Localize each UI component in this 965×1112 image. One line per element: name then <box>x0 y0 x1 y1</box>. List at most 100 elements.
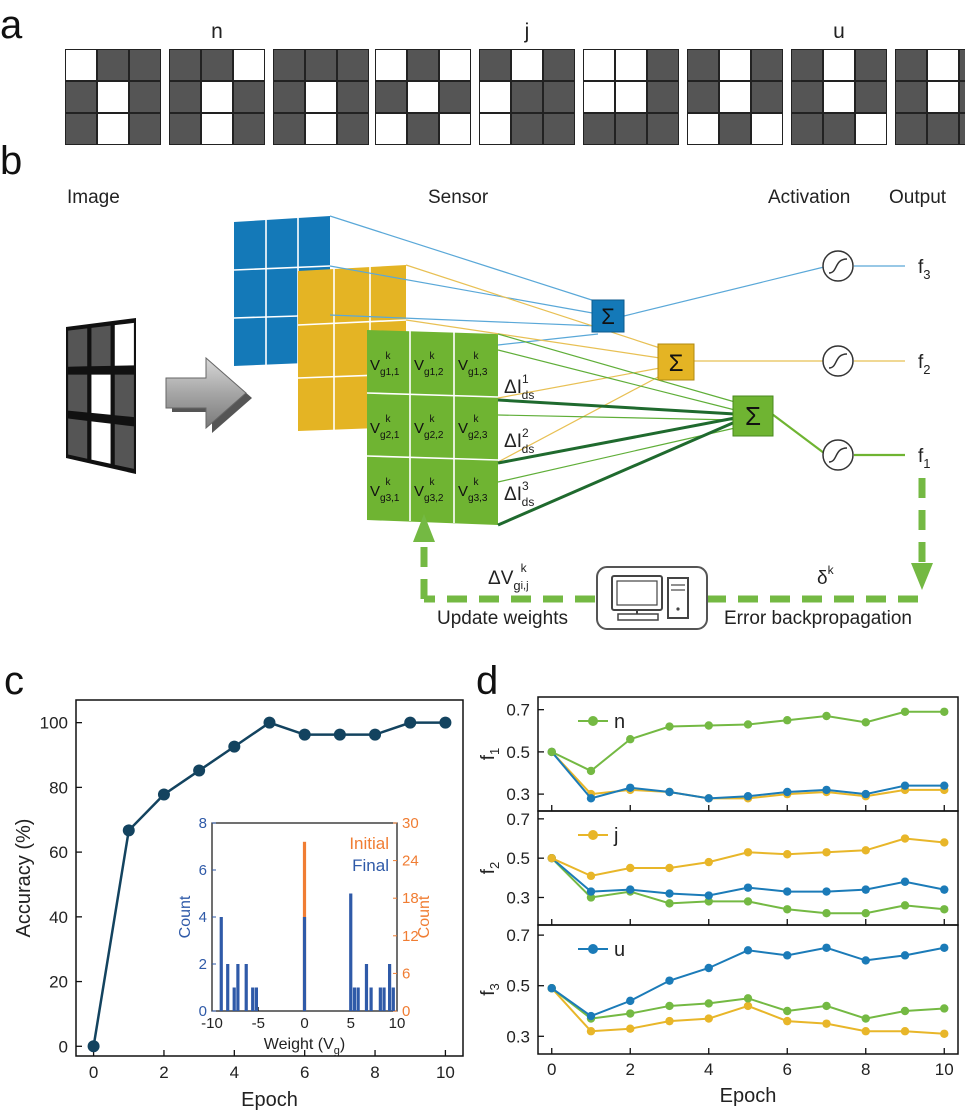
pattern-cell <box>234 50 264 80</box>
pattern-cell <box>202 50 232 80</box>
gate-voltage-label: Vg1,3k <box>458 351 488 378</box>
series-point <box>783 716 792 725</box>
pattern-cell <box>688 50 718 80</box>
pattern-cell <box>512 50 542 80</box>
pattern-cell <box>960 82 965 112</box>
pattern-cell <box>688 82 718 112</box>
series-point <box>704 1014 713 1023</box>
input-image <box>66 318 136 474</box>
pattern-cell <box>720 50 750 80</box>
series-point <box>586 1011 596 1021</box>
image-pixel <box>114 322 134 366</box>
sum-node-yellow: Σ <box>657 343 695 381</box>
series-point <box>940 905 949 914</box>
image-pixel <box>114 374 134 418</box>
pattern-cell <box>792 82 822 112</box>
series-point <box>822 711 831 721</box>
pattern-cell <box>440 114 470 144</box>
pattern-cell <box>306 50 336 80</box>
gate-voltage-label: Vg1,2k <box>414 351 444 378</box>
accuracy-point <box>333 728 346 741</box>
sum-symbol: Σ <box>669 350 684 377</box>
y-tick-label: 0.7 <box>506 701 530 720</box>
pattern-cell <box>824 82 854 112</box>
series-point <box>626 735 635 744</box>
pattern-cell <box>616 82 646 112</box>
legend-marker <box>588 716 598 726</box>
series-point <box>743 897 753 906</box>
series-point <box>665 787 674 797</box>
final-bar <box>382 987 386 1011</box>
pattern-cell <box>512 82 542 112</box>
inset-x-tick-label: 5 <box>347 1015 355 1032</box>
series-point <box>665 1001 674 1011</box>
series-point <box>940 781 949 790</box>
inset-y-axis-label-right: Count <box>416 895 433 938</box>
pattern-cell <box>960 114 965 144</box>
pattern-cell <box>928 82 958 112</box>
series-point <box>861 956 870 965</box>
x-tick-label: 6 <box>300 1063 309 1082</box>
output-f3: f3 <box>918 257 931 282</box>
panel-label-c: c <box>4 659 24 703</box>
connection-lines <box>329 215 905 527</box>
pattern-cell <box>544 114 574 144</box>
legend-marker <box>588 944 598 954</box>
y-axis-label: f3 <box>478 983 502 996</box>
subplot-frame <box>537 924 959 1055</box>
y-tick-label: 0 <box>59 1037 68 1056</box>
accuracy-point <box>122 824 135 837</box>
final-bar <box>251 987 255 1011</box>
final-bar <box>232 987 236 1011</box>
output-subplot-2: 0.3 0.5 0.7 f2 j <box>478 810 959 926</box>
pattern-cell <box>512 114 542 144</box>
final-bar <box>369 987 373 1011</box>
inset-y-tick-label-left: 0 <box>199 1003 207 1020</box>
y-tick-label: 0.5 <box>506 743 530 762</box>
pattern-cell <box>170 82 200 112</box>
pattern-cell <box>130 50 160 80</box>
series-point <box>586 887 596 896</box>
pattern-cell <box>480 114 510 144</box>
series-point <box>743 792 753 801</box>
panel-b-schematic: Image Sensor Activation Output <box>66 187 947 630</box>
current-label-2: ΔI2 ds <box>504 426 534 456</box>
series-point <box>783 905 792 914</box>
accuracy-point <box>439 716 452 729</box>
pattern-cell <box>856 50 886 80</box>
image-heading: Image <box>67 187 120 208</box>
series-point <box>704 999 713 1008</box>
pattern-cell <box>856 82 886 112</box>
final-bar <box>244 964 248 1011</box>
pattern-cell <box>338 114 368 144</box>
accuracy-point <box>87 1040 100 1053</box>
image-pixel <box>91 374 111 415</box>
y-axis-label: f1 <box>478 748 502 761</box>
pattern-cell <box>376 114 406 144</box>
inset-y-tick-label-left: 6 <box>199 862 207 879</box>
final-bar <box>388 964 392 1011</box>
sum-node-blue: Σ <box>591 299 625 333</box>
series-point <box>783 787 792 797</box>
series-point <box>665 976 674 985</box>
inset-y-axis-label-left: Count <box>177 895 194 938</box>
series-point <box>626 1024 635 1033</box>
output-subplot-3: 0.3 0.5 0.7 f3 u 0 2 4 6 8 10 Epoch <box>478 924 959 1107</box>
series-point <box>743 994 753 1003</box>
series-point <box>940 707 949 716</box>
computer-icon <box>596 566 708 630</box>
pattern-cell <box>274 82 304 112</box>
pattern-cell <box>234 82 264 112</box>
series-point <box>822 848 831 857</box>
accuracy-point <box>369 728 382 741</box>
pattern-cell <box>792 50 822 80</box>
series-point <box>704 891 713 900</box>
series-point <box>743 946 753 955</box>
current-label-3: ΔI3 ds <box>504 479 534 509</box>
pattern-cell <box>648 82 678 112</box>
y-axis-label: f2 <box>478 862 502 875</box>
pattern-cell <box>584 114 614 144</box>
gate-voltage-label: Vg3,1k <box>370 477 400 504</box>
series-line <box>551 751 945 800</box>
x-tick-label: 2 <box>626 1060 635 1079</box>
